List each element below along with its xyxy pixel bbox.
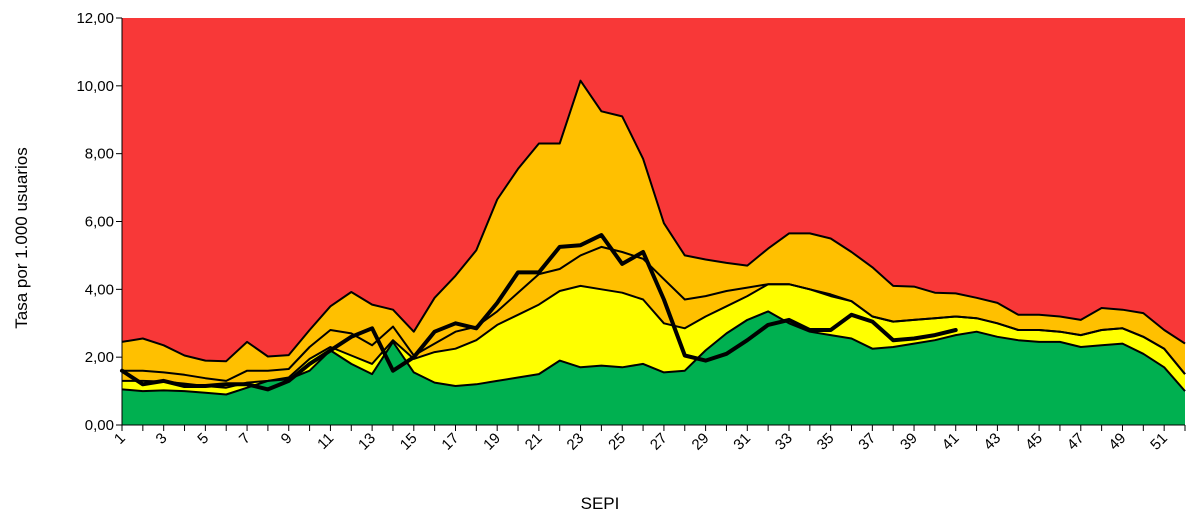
x-tick-label: 7 bbox=[236, 430, 254, 448]
x-tick-label: 3 bbox=[153, 430, 171, 448]
current-rate-series bbox=[120, 233, 958, 392]
x-tick-label: 49 bbox=[1105, 430, 1129, 454]
x-tick-label: 9 bbox=[278, 430, 296, 448]
x-tick-label: 23 bbox=[564, 430, 588, 454]
current-rate-line bbox=[120, 233, 958, 392]
x-tick-label: 21 bbox=[522, 430, 546, 454]
x-tick-label: 17 bbox=[438, 430, 462, 454]
x-tick-label: 1 bbox=[111, 430, 129, 448]
x-tick-label: 13 bbox=[355, 430, 379, 454]
y-tick-label: 6,00 bbox=[85, 214, 114, 231]
x-tick-label: 37 bbox=[855, 430, 879, 454]
x-tick-label: 51 bbox=[1147, 430, 1171, 454]
x-tick-label: 31 bbox=[730, 430, 754, 454]
x-tick-label: 41 bbox=[939, 430, 963, 454]
x-tick-label: 27 bbox=[647, 430, 671, 454]
x-tick-label: 39 bbox=[897, 430, 921, 454]
x-tick-label: 45 bbox=[1022, 430, 1046, 454]
band-boundary-line bbox=[122, 245, 1186, 382]
x-tick-labels: 1 3 5 7 9 11 13 15 17 19 21 23 25 27 29 31 33 35 37 39 41 43 4… bbox=[111, 430, 1171, 454]
x-tick-label: 35 bbox=[814, 430, 838, 454]
y-tick-label: 8,00 bbox=[85, 146, 114, 163]
band-boundary-line bbox=[121, 79, 1186, 363]
x-tick-label: 43 bbox=[980, 430, 1004, 454]
x-tick-label: 19 bbox=[480, 430, 504, 454]
y-tick-label: 12,00 bbox=[76, 10, 114, 27]
y-tick-label: 10,00 bbox=[76, 78, 114, 95]
y-tick-labels: 0,00 2,00 4,00 6,00 8,00 10,00 12,00 bbox=[76, 10, 114, 434]
y-tick-label: 2,00 bbox=[85, 349, 114, 366]
x-tick-label: 25 bbox=[605, 430, 629, 454]
y-tick-label: 4,00 bbox=[85, 281, 114, 298]
x-tick-label: 29 bbox=[689, 430, 713, 454]
y-tick-label: 0,00 bbox=[85, 417, 114, 434]
axes bbox=[116, 17, 1186, 431]
x-tick-label: 11 bbox=[314, 430, 337, 453]
x-axis-title: SEPI bbox=[581, 494, 620, 513]
x-tick-label: 47 bbox=[1064, 430, 1088, 454]
y-axis-title: Tasa por 1.000 usuarios bbox=[12, 147, 31, 328]
x-tick-label: 33 bbox=[772, 430, 796, 454]
x-tick-label: 5 bbox=[194, 430, 212, 448]
x-tick-label: 15 bbox=[397, 430, 421, 454]
